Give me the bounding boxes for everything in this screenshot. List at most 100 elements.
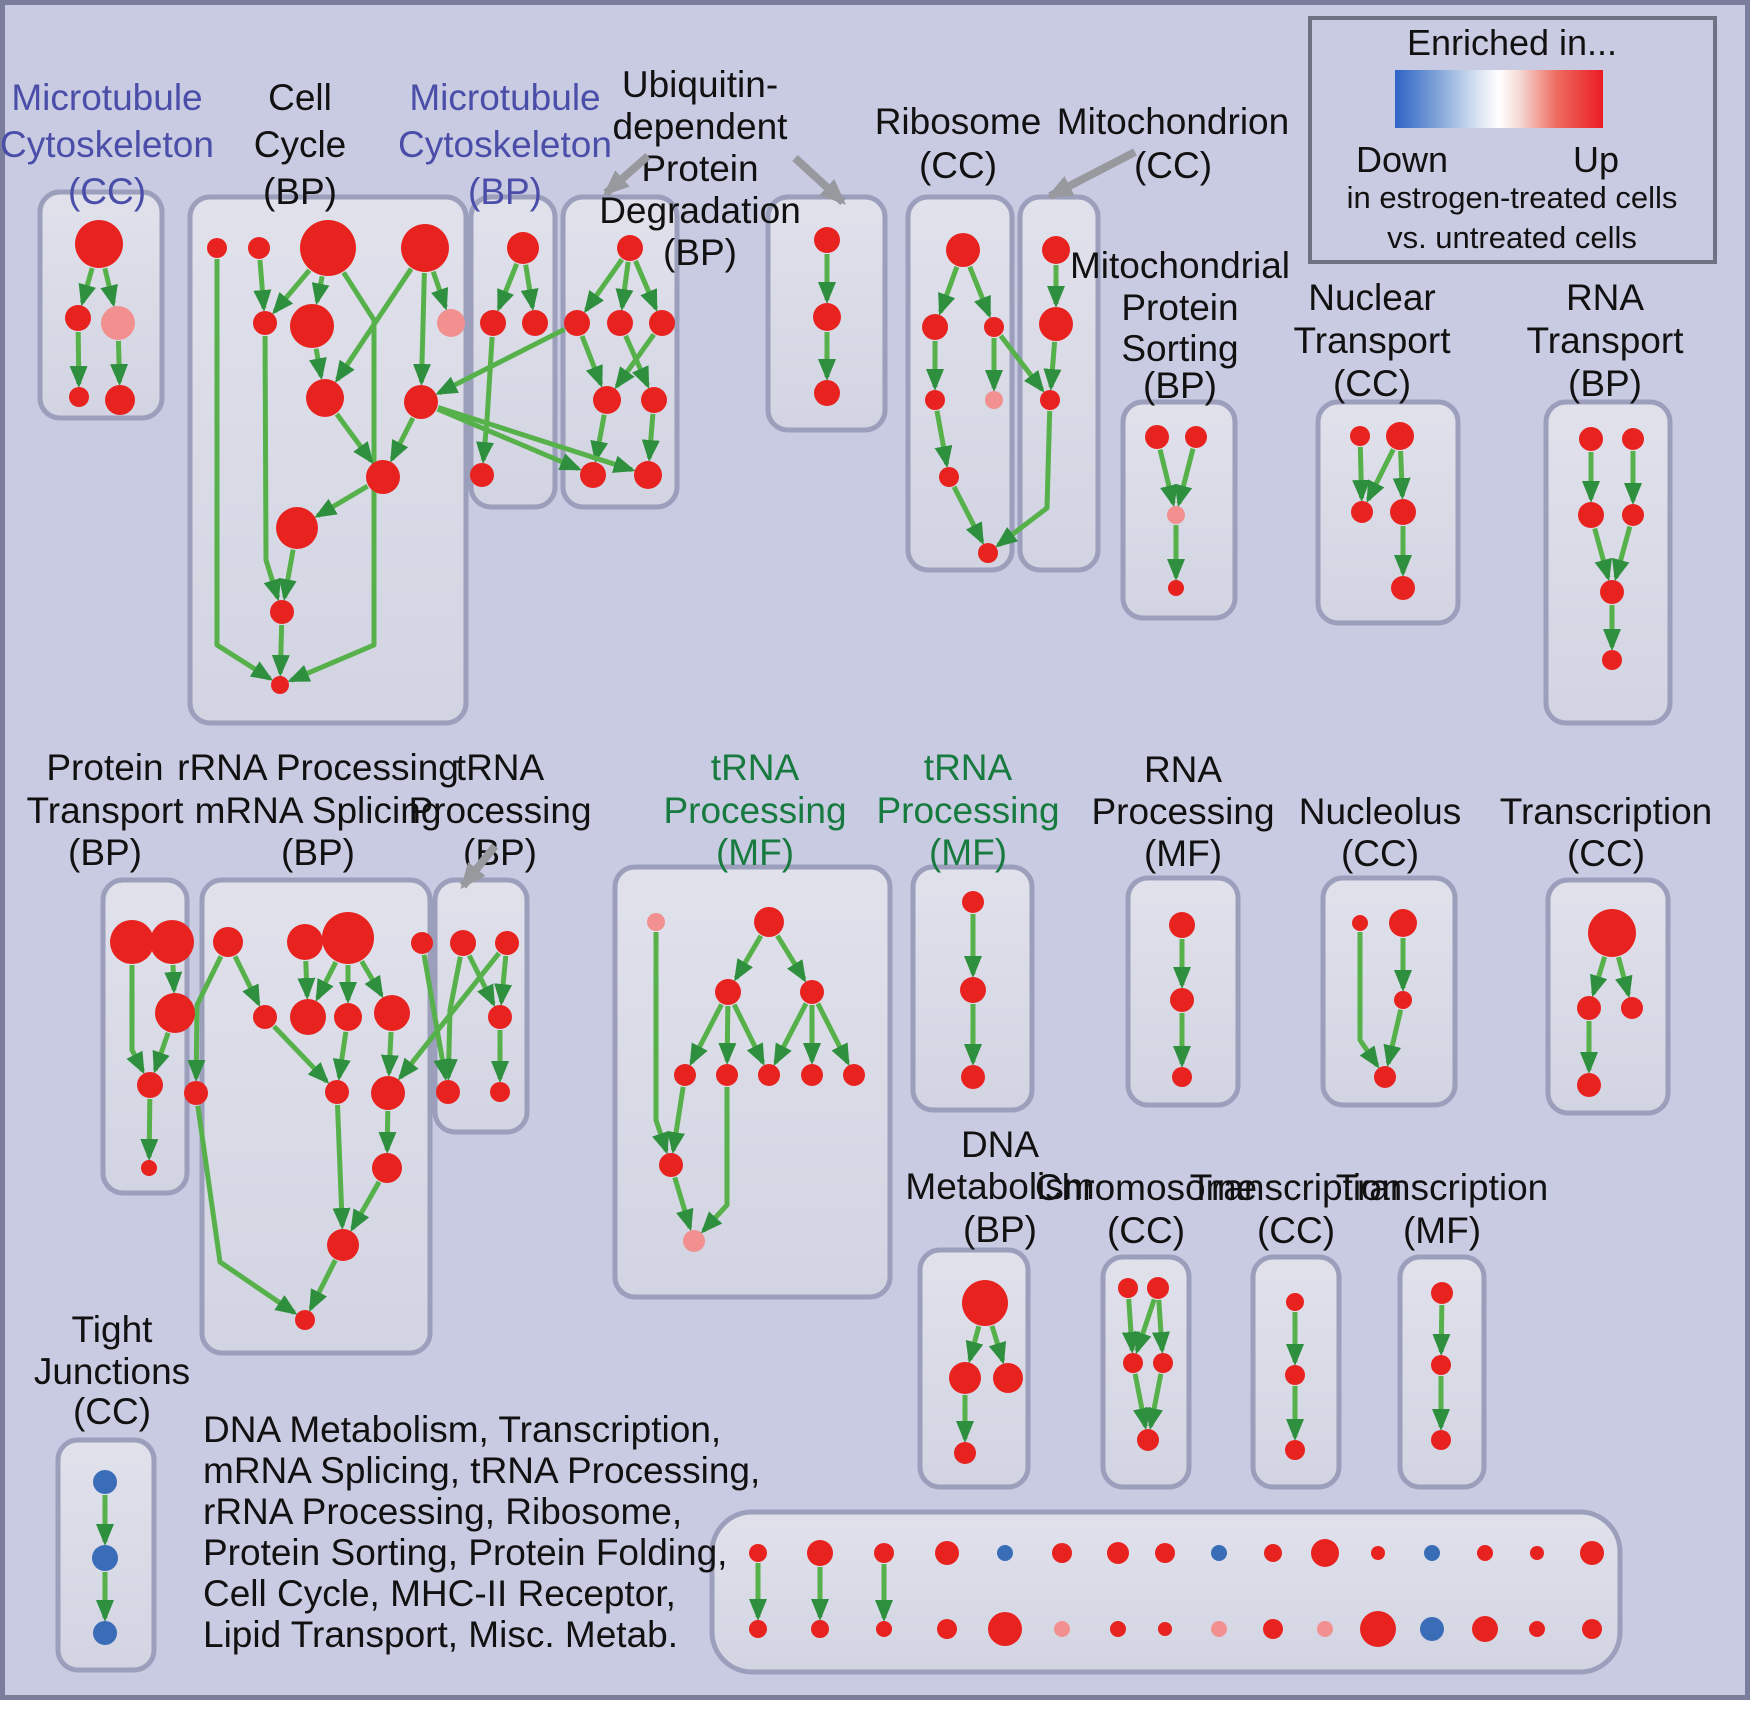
node-transcription-mf [1431,1282,1453,1304]
node-ribosome [939,467,959,487]
edge-rrna [359,960,384,999]
label-trna-mf-small: tRNA [924,747,1013,788]
cross-link-edge [436,406,582,472]
label-mito-sorting: (BP) [1143,365,1217,406]
cross-link-edge [998,334,1045,393]
node-nuclear-transport [1351,501,1373,523]
misc-caption-line: Cell Cycle, MHC-II Receptor, [203,1573,676,1614]
box-trna-mf-big [612,864,893,1300]
misc-caption-line: DNA Metabolism, Transcription, [203,1409,721,1450]
label-nuclear-transport: (CC) [1333,363,1411,404]
node-rna-transport [1578,502,1604,528]
label-tight-junctions: (CC) [73,1391,151,1432]
label-nucleolus: (CC) [1341,833,1419,874]
node-protein-transport [137,1072,163,1098]
label-rna-transport: Transport [1527,320,1685,361]
label-microtubule-cc: Cytoskeleton [0,124,214,165]
label-cell-cycle: Cell [268,77,332,118]
node-transcription-cc3 [1286,1293,1304,1311]
edge-trna-bp [467,954,496,1008]
label-rna-processing-mf: Processing [1091,791,1274,832]
node-ubiquitin [564,310,590,336]
edge-dna-metabolism [988,1325,1007,1365]
node-cell-cycle [253,311,277,335]
node-rna-transport [1622,504,1644,526]
node-misc-box [749,1544,767,1562]
edge-cell-cycle [311,275,330,306]
label-ribosome: Ribosome [875,101,1042,142]
node-misc-box [1107,1542,1129,1564]
edge-microtubule-cc [110,340,129,387]
node-rrna [253,1005,277,1029]
node-ubiquitin [580,462,606,488]
edge-rrna [232,955,261,1008]
edge-trna-mf-big [689,1003,724,1067]
edge-nucleolus [1383,1009,1404,1068]
node-microtubule-bp [480,310,506,336]
node-tight-junctions [92,1545,118,1571]
node-trna-mf-small [960,977,986,1003]
misc-caption-line: mRNA Splicing, tRNA Processing, [203,1450,760,1491]
edge-trna-mf-big [731,1003,766,1067]
node-trna-mf-big [758,1064,780,1086]
label-ribosome: (CC) [919,145,997,186]
edge-mito-sorting [1174,448,1196,508]
edge-chromosome [1132,1373,1151,1431]
node-misc-box [1263,1619,1283,1639]
node-misc-box [1155,1543,1175,1563]
edge-nucleolus [1357,932,1380,1069]
node-microtubule-bp [470,463,494,487]
edge-rrna [272,1024,330,1085]
node-misc-box [1580,1541,1604,1565]
label-ubiquitin: dependent [613,106,789,147]
label-mito-sorting: Mitochondrial [1070,245,1290,286]
edge-cell-cycle [271,624,290,678]
node-trna-bp [495,931,519,955]
edge-transcription-cc2 [1615,956,1633,999]
node-rrna [287,924,323,960]
legend-subtitle-2: vs. untreated cells [1387,220,1637,255]
node-chromosome [1123,1353,1143,1373]
label-chromosome: Chromosome [1035,1167,1257,1208]
node-misc-box [1529,1621,1545,1637]
edge-rrna [380,1031,399,1078]
node-mitochondrion [1039,307,1073,341]
label-nucleolus: Nucleolus [1299,791,1461,832]
edge-trna-mf-big [672,1176,694,1232]
node-dna-metabolism [949,1362,981,1394]
edge-rrna [350,1180,382,1232]
edge-chromosome [1134,1298,1157,1355]
label-transcription-cc2: Transcription [1500,791,1712,832]
label-microtubule-bp: Microtubule [409,77,600,118]
box-misc-box [709,1509,1623,1675]
edge-cell-cycle [314,484,369,518]
node-trna-mf-small [962,891,984,913]
node-microtubule-cc [105,385,135,415]
node-rrna [371,1076,405,1110]
node-ubiquitin2 [814,227,840,253]
node-microtubule-bp [507,232,539,264]
node-ubiquitin [617,235,643,261]
node-rrna [372,1153,402,1183]
edge-ubiquitin [623,334,650,390]
edge-cell-cycle [389,416,416,463]
node-protein-transport [150,920,194,964]
node-rrna [322,912,374,964]
label-dna-metabolism: Metabolism [905,1166,1094,1207]
label-microtubule-bp: Cytoskeleton [398,124,612,165]
node-rrna [327,1229,359,1261]
edge-ribosome [951,485,985,545]
node-transcription-cc2 [1588,909,1636,957]
box-ribosome [905,194,1015,573]
node-rna-transport [1579,427,1603,451]
node-mito-sorting [1168,580,1184,596]
cross-link-edge [995,410,1053,548]
label-nuclear-transport: Transport [1294,320,1452,361]
node-rna-transport [1622,428,1644,450]
node-trna-mf-big [674,1064,696,1086]
edge-transcription-mf [1432,1304,1451,1357]
edge-ubiquitin [641,413,660,463]
label-pointer-arrow [602,152,651,197]
label-dna-metabolism: (BP) [963,1209,1037,1250]
node-transcription-cc2 [1577,996,1601,1020]
